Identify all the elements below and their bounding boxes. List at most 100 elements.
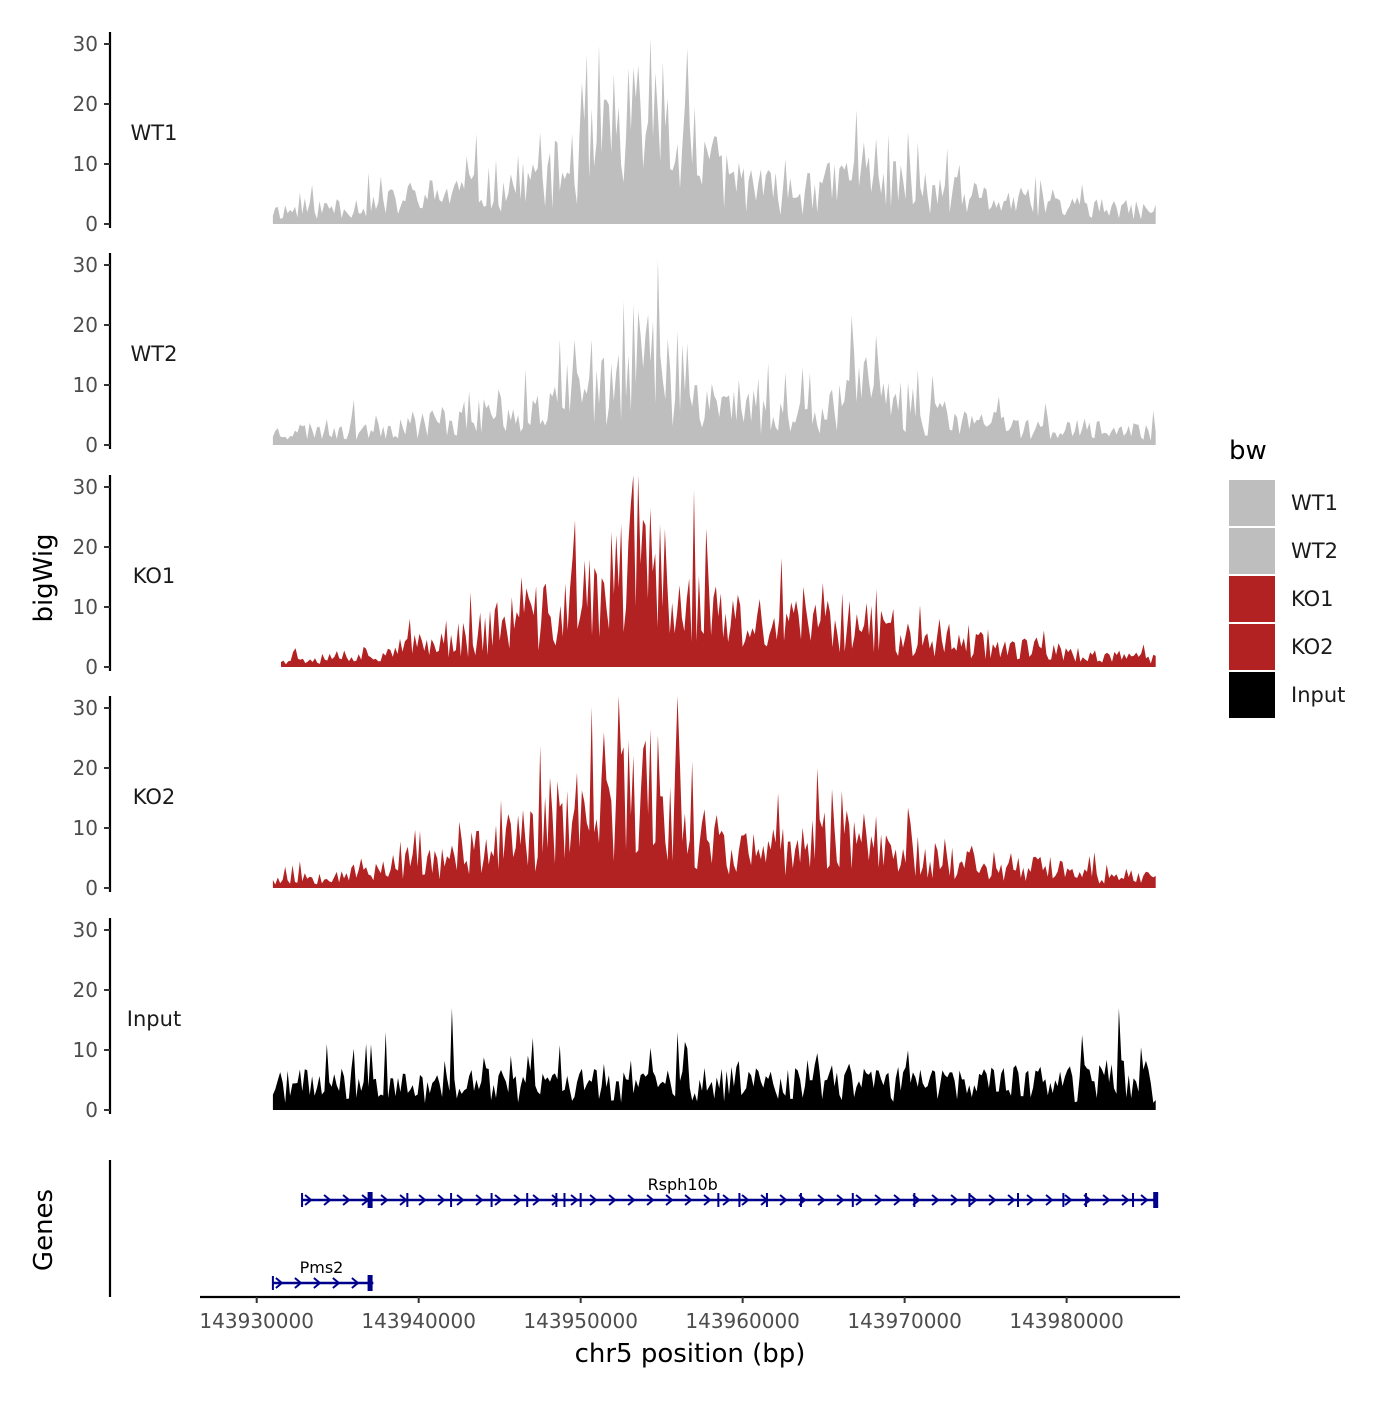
strand-arrow [646,1194,655,1206]
y-tick-label: 0 [85,1098,98,1122]
strand-arrow [294,1277,303,1289]
x-tick-label: 143960000 [685,1309,800,1333]
strand-arrow [969,1194,978,1206]
track-ko1: 0 10 20 30 KO1 [73,475,1156,679]
x-axis-title: chr5 position (bp) [575,1339,806,1369]
strand-arrow [1121,1194,1130,1206]
strand-arrow [874,1194,883,1206]
exon [579,1193,582,1207]
gene-label: Rsph10b [648,1175,718,1194]
exon [490,1193,493,1207]
legend-label: Input [1291,683,1345,707]
x-tick-label: 143930000 [199,1309,314,1333]
coverage-tracks: 0 10 20 30 WT1 0 10 20 30 WT2 0 10 20 30 KO1 0 10 20 30 KO2… [73,32,1156,1122]
y-tick-label: 10 [73,595,98,619]
exon [765,1193,768,1207]
track-label: Input [127,1007,181,1031]
exon [563,1193,566,1207]
strand-arrow [475,1194,484,1206]
y-tick-label: 30 [73,32,98,56]
y-tick-label: 10 [73,373,98,397]
y-tick-label: 20 [73,313,98,337]
exon [913,1193,916,1207]
coverage-area-wt2 [272,259,1156,445]
exon [799,1193,802,1207]
legend-item-input: Input [1229,672,1345,718]
strand-arrow [1102,1194,1111,1206]
strand-arrow [399,1194,408,1206]
track-label: KO1 [133,564,176,588]
track-wt1: 0 10 20 30 WT1 [73,32,1156,236]
coverage-area-ko2 [272,696,1156,888]
legend-title: bw [1229,436,1267,466]
strand-arrow [627,1194,636,1206]
y-tick-label: 30 [73,918,98,942]
strand-arrow [1026,1194,1035,1206]
strand-arrow [351,1277,360,1289]
strand-arrow [589,1194,598,1206]
y-tick-label: 0 [85,212,98,236]
legend-item-ko1: KO1 [1229,576,1334,622]
strand-arrow [665,1194,674,1206]
strand-arrow [323,1194,332,1206]
legend-label: KO2 [1291,635,1334,659]
strand-arrow [817,1194,826,1206]
legend-item-wt1: WT1 [1229,480,1338,526]
x-tick-label: 143970000 [847,1309,962,1333]
y-tick-label: 20 [73,535,98,559]
strand-arrow [836,1194,845,1206]
exon [406,1193,409,1207]
exon [301,1193,304,1207]
strand-arrow [437,1194,446,1206]
y-tick-label: 20 [73,92,98,116]
legend-item-wt2: WT2 [1229,528,1338,574]
y-tick-label: 30 [73,253,98,277]
track-label: KO2 [133,785,176,809]
legend: bw WT1 WT2 KO1 KO2 Input [1229,436,1345,718]
exon [1017,1193,1020,1207]
coverage-area-input [272,1008,1156,1110]
y-tick-label: 0 [85,655,98,679]
strand-arrow [332,1277,341,1289]
coverage-area-ko1 [281,475,1156,667]
strand-arrow [722,1194,731,1206]
exon [1153,1192,1159,1208]
strand-arrow [1140,1194,1149,1206]
strand-arrow [418,1194,427,1206]
legend-label: WT1 [1291,491,1338,515]
x-tick-label: 143950000 [523,1309,638,1333]
gene-pms2: Pms2 [271,1258,374,1291]
y-tick-label: 30 [73,475,98,499]
strand-arrow [893,1194,902,1206]
exon [968,1193,971,1207]
legend-swatch [1229,528,1275,574]
legend-swatch [1229,672,1275,718]
strand-arrow [988,1194,997,1206]
strand-arrow [1045,1194,1054,1206]
strand-arrow [532,1194,541,1206]
exon [555,1193,558,1207]
y-tick-label: 0 [85,876,98,900]
y-axis-title: bigWig [29,533,59,622]
genes-panel: Rsph10b Pms2 [108,1160,1159,1297]
genes-axis-title: Genes [29,1189,59,1271]
strand-arrow [855,1194,864,1206]
strand-arrow [684,1194,693,1206]
x-tick-label: 143980000 [1009,1309,1124,1333]
track-input: 0 10 20 30 Input [73,918,1156,1122]
legend-swatch [1229,480,1275,526]
strand-arrow [275,1277,284,1289]
exon [851,1193,854,1207]
y-tick-label: 30 [73,696,98,720]
legend-label: WT2 [1291,539,1338,563]
exon [717,1193,720,1207]
strand-arrow [703,1194,712,1206]
legend-item-ko2: KO2 [1229,624,1334,670]
exon [271,1276,274,1290]
legend-swatch [1229,576,1275,622]
strand-arrow [741,1194,750,1206]
y-tick-label: 20 [73,756,98,780]
exon [1085,1193,1088,1207]
strand-arrow [608,1194,617,1206]
